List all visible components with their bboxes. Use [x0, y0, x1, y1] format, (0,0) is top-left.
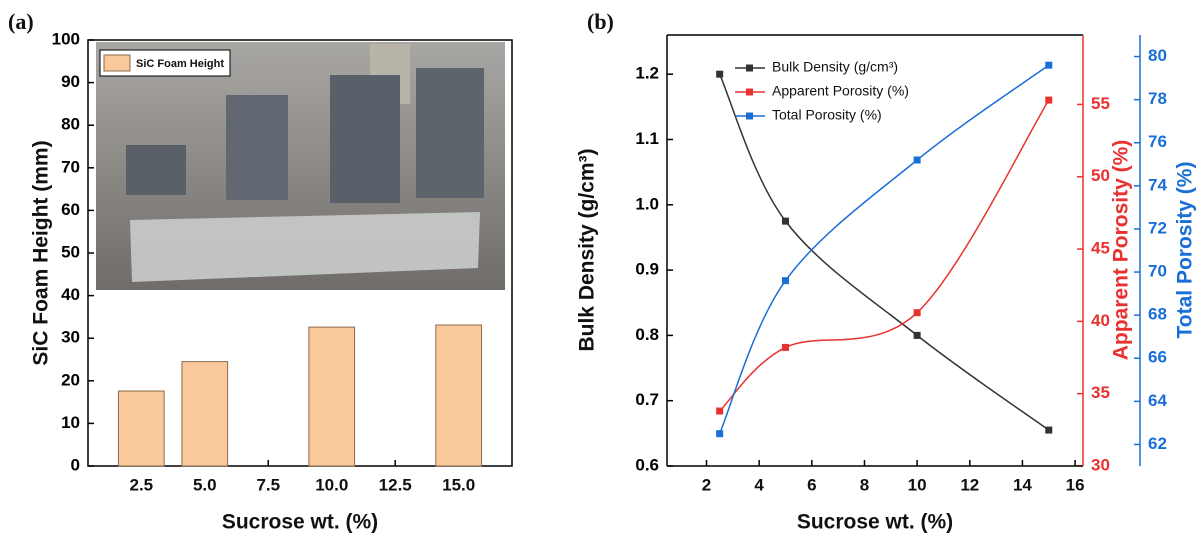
- point: [1045, 427, 1052, 434]
- series-line: [720, 100, 1049, 411]
- y-tick-label: 80: [61, 115, 80, 134]
- y-tick-label: 20: [61, 370, 80, 389]
- y-tick-label: 40: [61, 285, 80, 304]
- legend-swatch: [104, 55, 130, 71]
- y-tick-label: 68: [1148, 305, 1167, 324]
- y-tick-label: 100: [52, 29, 80, 48]
- y-tick-label: 1.2: [635, 64, 659, 83]
- y-axis-label: SiC Foam Height (mm): [30, 140, 53, 365]
- y2-axis-label: Apparent Porosity (%): [1110, 140, 1133, 361]
- y-tick-label: 90: [61, 72, 80, 91]
- y-tick-label: 1.0: [635, 194, 659, 213]
- panel-label: (b): [587, 9, 614, 34]
- y-tick-label: 0.6: [635, 455, 659, 474]
- point: [716, 430, 723, 437]
- x-tick-label: 15.0: [442, 475, 475, 494]
- x-tick-label: 5.0: [193, 475, 217, 494]
- x-tick-label: 12.5: [379, 475, 412, 494]
- y-tick-label: 80: [1148, 46, 1167, 65]
- y-tick-label: 60: [61, 200, 80, 219]
- x-tick-label: 16: [1066, 475, 1085, 494]
- y-tick-label: 62: [1148, 434, 1167, 453]
- point: [1045, 97, 1052, 104]
- figure: 0 10 20 30 40 50 60 70 80 90 100 2.5 5.0 7.5 10.0 12.5 1…: [0, 0, 1201, 535]
- y-tick-label: 78: [1148, 89, 1167, 108]
- point: [782, 218, 789, 225]
- x-tick-label: 2: [702, 475, 711, 494]
- x-tick-label: 10.0: [315, 475, 348, 494]
- y-tick-label: 0.8: [635, 325, 659, 344]
- y-tick-label: 70: [61, 157, 80, 176]
- y-tick-label: 70: [1148, 262, 1167, 281]
- y-tick-label: 76: [1148, 132, 1167, 151]
- y-tick-label: 1.1: [635, 129, 659, 148]
- y-tick-label: 72: [1148, 218, 1167, 237]
- legend-label: Total Porosity (%): [772, 107, 882, 123]
- point: [1045, 62, 1052, 69]
- y-tick-label: 50: [61, 242, 80, 261]
- point: [782, 344, 789, 351]
- panel-label: (a): [8, 9, 34, 34]
- point: [914, 309, 921, 316]
- y-tick-label: 64: [1148, 391, 1167, 410]
- x-tick-label: 8: [860, 475, 869, 494]
- x-axis-label: Sucrose wt. (%): [797, 511, 953, 534]
- y3-axis-label: Total Porosity (%): [1174, 162, 1197, 339]
- photo: [96, 42, 505, 290]
- y-tick-label: 66: [1148, 348, 1167, 367]
- x-tick-label: 10: [908, 475, 927, 494]
- point: [914, 156, 921, 163]
- y-axis-label: Bulk Density (g/cm³): [576, 148, 599, 351]
- legend-label: Bulk Density (g/cm³): [772, 59, 898, 75]
- y-tick-label: 0.7: [635, 390, 659, 409]
- y-tick-label: 55: [1091, 94, 1110, 113]
- x-tick-label: 6: [807, 475, 816, 494]
- y-tick-label: 50: [1091, 166, 1110, 185]
- bar: [436, 325, 482, 466]
- y-tick-label: 45: [1091, 239, 1110, 258]
- point: [782, 277, 789, 284]
- point: [914, 332, 921, 339]
- legend-marker: [746, 113, 753, 120]
- x-tick-label: 14: [1013, 475, 1032, 494]
- y-tick-label: 40: [1091, 311, 1110, 330]
- y-tick-label: 30: [61, 328, 80, 347]
- y-tick-label: 10: [61, 413, 80, 432]
- legend-label: Apparent Porosity (%): [772, 83, 909, 99]
- y-tick-label: 30: [1091, 455, 1110, 474]
- y-tick-label: 74: [1148, 175, 1167, 194]
- x-tick-label: 4: [754, 475, 764, 494]
- series-line: [720, 74, 1049, 430]
- legend-label: SiC Foam Height: [136, 58, 224, 70]
- x-tick-label: 2.5: [129, 475, 153, 494]
- bar: [118, 391, 164, 466]
- x-axis-label: Sucrose wt. (%): [222, 511, 378, 534]
- point: [716, 408, 723, 415]
- bar: [182, 362, 228, 466]
- y-tick-label: 0: [71, 455, 80, 474]
- x-tick-label: 7.5: [256, 475, 280, 494]
- x-tick-label: 12: [960, 475, 979, 494]
- y-tick-label: 0.9: [635, 260, 659, 279]
- legend-marker: [746, 89, 753, 96]
- bar: [309, 327, 355, 466]
- legend-marker: [746, 65, 753, 72]
- series-line: [720, 65, 1049, 434]
- y-tick-label: 35: [1091, 383, 1110, 402]
- point: [716, 71, 723, 78]
